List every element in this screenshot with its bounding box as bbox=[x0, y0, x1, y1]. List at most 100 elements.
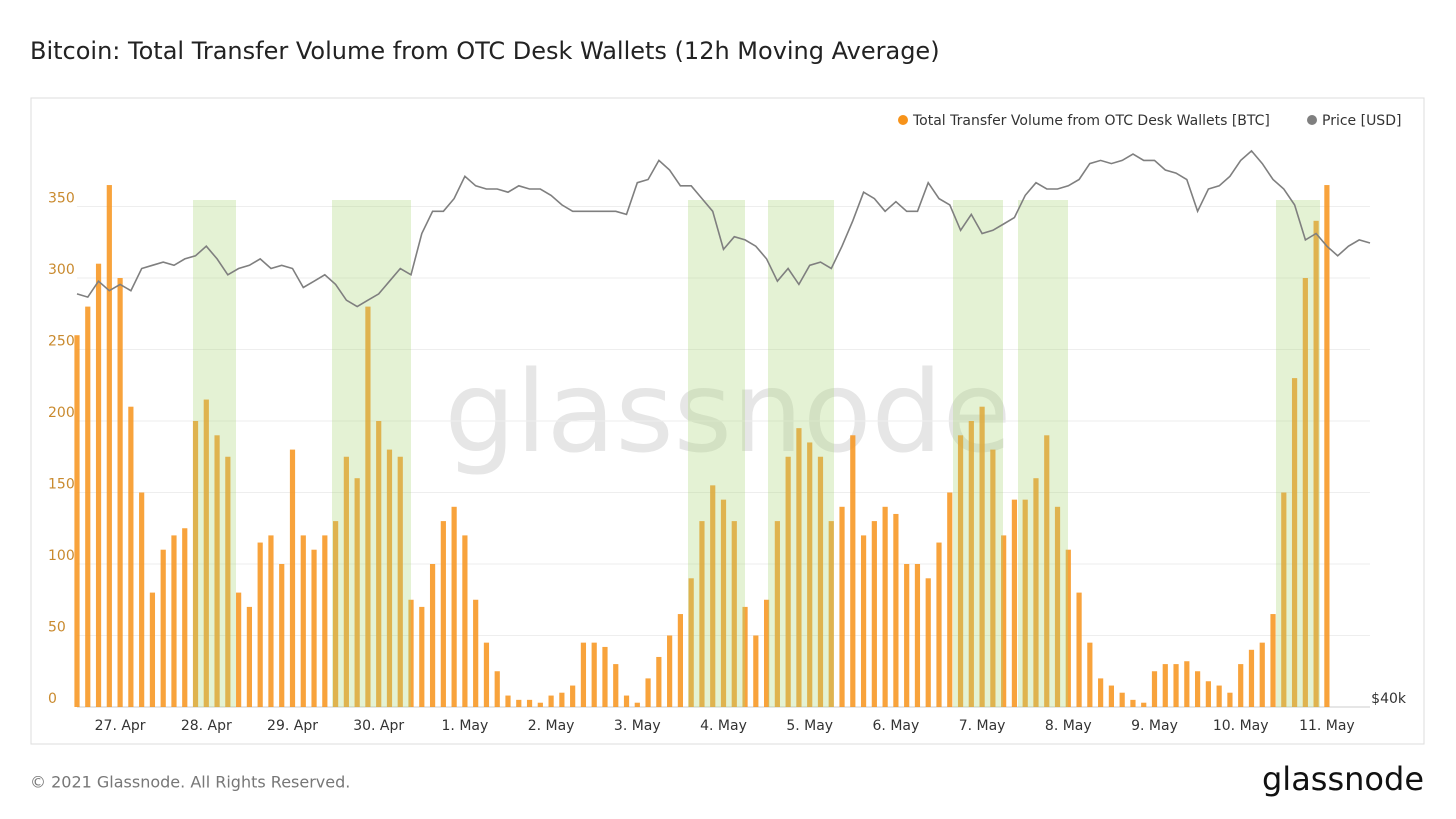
bar bbox=[182, 528, 188, 707]
bar bbox=[149, 592, 156, 707]
bar bbox=[1054, 506, 1061, 707]
bar bbox=[451, 506, 457, 707]
bar bbox=[1259, 642, 1265, 707]
bar bbox=[1065, 549, 1071, 707]
bar bbox=[742, 606, 748, 707]
bar bbox=[1022, 499, 1028, 707]
legend-swatch bbox=[1307, 115, 1317, 125]
x-tick-label: 3. May bbox=[614, 718, 661, 734]
bar bbox=[1302, 278, 1308, 707]
bar bbox=[85, 306, 91, 707]
x-tick-label: 30. Apr bbox=[353, 718, 404, 734]
bar bbox=[1076, 592, 1082, 707]
bar bbox=[774, 521, 780, 707]
bar bbox=[333, 521, 339, 707]
bar bbox=[914, 564, 921, 707]
y-tick-label: 300 bbox=[48, 262, 75, 278]
bar bbox=[1141, 702, 1147, 707]
highlight bbox=[953, 200, 1003, 707]
bar bbox=[74, 335, 80, 707]
bar bbox=[990, 449, 996, 707]
bar bbox=[979, 406, 985, 707]
highlight bbox=[1276, 200, 1320, 707]
bar bbox=[1162, 664, 1168, 707]
bar bbox=[128, 406, 134, 707]
watermark: glassnode bbox=[444, 348, 1011, 478]
bar bbox=[548, 695, 554, 707]
bar bbox=[656, 656, 662, 707]
bar bbox=[397, 456, 403, 707]
bar bbox=[785, 456, 791, 707]
bar bbox=[192, 421, 199, 707]
highlight bbox=[688, 200, 745, 707]
bar bbox=[796, 428, 802, 707]
bar bbox=[850, 435, 856, 707]
bar bbox=[268, 535, 274, 707]
bar bbox=[1184, 661, 1190, 707]
bar bbox=[95, 263, 102, 707]
bar bbox=[1119, 692, 1125, 707]
bar bbox=[1044, 435, 1050, 707]
x-tick-label: 7. May bbox=[959, 718, 1006, 734]
bar bbox=[106, 185, 112, 708]
bar bbox=[882, 506, 888, 707]
y-tick-label: 100 bbox=[48, 548, 75, 564]
bar bbox=[623, 695, 630, 707]
bar bbox=[289, 449, 296, 707]
bar bbox=[677, 614, 683, 707]
bar bbox=[354, 478, 360, 707]
bar bbox=[236, 592, 242, 707]
highlight bbox=[1018, 200, 1068, 707]
bar bbox=[1238, 664, 1244, 707]
bar bbox=[1248, 649, 1255, 707]
bar bbox=[634, 702, 640, 707]
bar bbox=[1216, 685, 1222, 707]
bar bbox=[257, 542, 263, 707]
x-tick-label: 29. Apr bbox=[267, 718, 318, 734]
bar bbox=[936, 542, 942, 707]
x-tick-label: 1. May bbox=[442, 718, 489, 734]
bar bbox=[160, 549, 166, 707]
bar bbox=[462, 535, 468, 707]
bar bbox=[570, 685, 576, 707]
bar bbox=[828, 521, 834, 707]
bar bbox=[871, 521, 877, 707]
price-line bbox=[76, 149, 1371, 308]
bar bbox=[171, 535, 177, 707]
bar bbox=[699, 521, 705, 707]
bar bbox=[1033, 478, 1039, 707]
bar bbox=[807, 442, 813, 707]
copyright: © 2021 Glassnode. All Rights Reserved. bbox=[30, 773, 350, 792]
bar bbox=[645, 678, 651, 707]
highlight bbox=[768, 200, 834, 707]
legend-label[interactable]: Total Transfer Volume from OTC Desk Wall… bbox=[912, 113, 1270, 129]
bar bbox=[516, 699, 522, 707]
bar bbox=[753, 635, 759, 707]
bar bbox=[1313, 220, 1319, 708]
x-tick-label: 11. May bbox=[1299, 718, 1355, 734]
bar bbox=[537, 702, 543, 707]
lines bbox=[76, 149, 1371, 308]
bar bbox=[1001, 535, 1007, 707]
highlight bbox=[193, 200, 236, 707]
bar bbox=[1324, 185, 1330, 708]
x-tick-label: 2. May bbox=[528, 718, 575, 734]
bar bbox=[580, 642, 587, 707]
bar bbox=[322, 535, 328, 707]
bar bbox=[893, 513, 899, 707]
y-tick-label: 0 bbox=[48, 691, 57, 707]
bar bbox=[203, 399, 209, 707]
bar bbox=[957, 435, 964, 707]
bar bbox=[365, 306, 371, 707]
highlights bbox=[193, 200, 1320, 707]
legend-swatch bbox=[898, 115, 908, 125]
bar bbox=[731, 521, 737, 707]
bar bbox=[559, 692, 565, 707]
bar bbox=[1227, 692, 1233, 707]
bar bbox=[505, 695, 511, 707]
bar bbox=[1130, 699, 1136, 707]
chart-title: Bitcoin: Total Transfer Volume from OTC … bbox=[30, 37, 940, 65]
legend-label[interactable]: Price [USD] bbox=[1322, 113, 1401, 129]
bar bbox=[1291, 378, 1298, 707]
